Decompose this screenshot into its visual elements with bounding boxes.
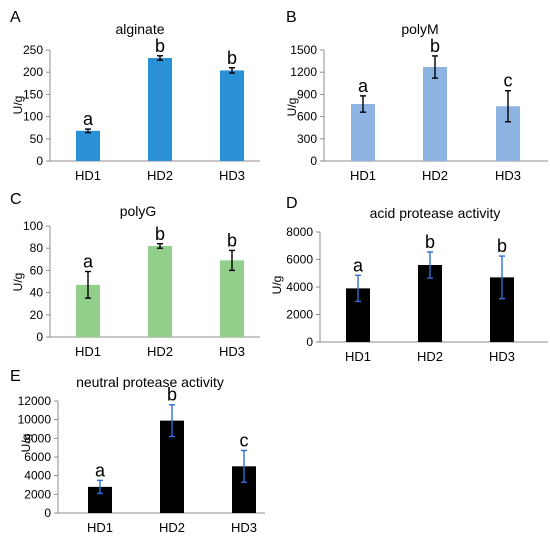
bar-hd1 xyxy=(351,104,375,161)
y-axis-label: U/g xyxy=(11,96,25,115)
x-tick-label: HD3 xyxy=(495,168,521,183)
y-tick-label: 100 xyxy=(23,110,43,124)
bar-hd1 xyxy=(76,130,100,161)
significance-letter: a xyxy=(358,76,369,96)
significance-letter: c xyxy=(504,71,513,91)
significance-letter: b xyxy=(497,236,507,256)
y-tick-label: 0 xyxy=(310,154,317,168)
y-tick-label: 0 xyxy=(36,330,43,344)
significance-letter: b xyxy=(425,232,435,252)
panel-letter: D xyxy=(286,195,298,212)
bar-hd2 xyxy=(423,67,447,161)
y-tick-label: 0 xyxy=(306,335,313,349)
y-tick-label: 300 xyxy=(297,132,317,146)
x-tick-label: HD2 xyxy=(147,168,173,183)
y-tick-label: 2000 xyxy=(24,487,51,501)
x-tick-label: HD2 xyxy=(417,349,443,364)
chart-title: acid protease activity xyxy=(370,205,501,221)
panel-letter: B xyxy=(286,9,297,26)
panel-letter: E xyxy=(10,368,21,385)
y-axis-label: U/g xyxy=(19,434,33,453)
y-tick-label: 50 xyxy=(30,132,44,146)
significance-letter: b xyxy=(155,36,165,56)
y-tick-label: 600 xyxy=(297,110,317,124)
x-tick-label: HD1 xyxy=(75,168,101,183)
y-tick-label: 1200 xyxy=(290,65,317,79)
bar-hd3 xyxy=(220,70,244,161)
y-axis-label: U/g xyxy=(270,276,284,295)
bar-hd2 xyxy=(148,245,172,337)
y-tick-label: 200 xyxy=(23,65,43,79)
panel-letter: C xyxy=(10,191,22,208)
bar-hd3 xyxy=(220,260,244,337)
y-tick-label: 8000 xyxy=(286,225,313,239)
x-tick-label: HD1 xyxy=(345,349,371,364)
y-tick-label: 100 xyxy=(23,219,43,233)
x-tick-label: HD1 xyxy=(350,168,376,183)
y-tick-label: 0 xyxy=(44,506,51,520)
significance-letter: a xyxy=(95,460,106,480)
chart-title: polyM xyxy=(401,21,438,37)
y-tick-label: 12000 xyxy=(18,394,52,408)
x-tick-label: HD1 xyxy=(87,520,113,535)
y-tick-label: 900 xyxy=(297,87,317,101)
significance-letter: b xyxy=(227,48,237,68)
y-tick-label: 6000 xyxy=(24,450,51,464)
x-tick-label: HD2 xyxy=(147,344,173,359)
x-tick-label: HD3 xyxy=(489,349,515,364)
significance-letter: b xyxy=(227,230,237,250)
y-tick-label: 10000 xyxy=(18,413,52,427)
chart-title: polyG xyxy=(120,203,157,219)
y-tick-label: 60 xyxy=(30,263,44,277)
significance-letter: a xyxy=(83,252,94,272)
x-tick-label: HD2 xyxy=(159,520,185,535)
significance-letter: c xyxy=(240,430,249,450)
significance-letter: a xyxy=(83,109,94,129)
y-tick-label: 4000 xyxy=(24,469,51,483)
y-tick-label: 2000 xyxy=(286,308,313,322)
y-tick-label: 250 xyxy=(23,43,43,57)
significance-letter: b xyxy=(430,36,440,56)
y-tick-label: 80 xyxy=(30,241,44,255)
y-tick-label: 6000 xyxy=(286,253,313,267)
chart-title: neutral protease activity xyxy=(76,374,224,390)
chart-title: alginate xyxy=(115,21,164,37)
x-tick-label: HD3 xyxy=(219,344,245,359)
x-tick-label: HD1 xyxy=(75,344,101,359)
y-tick-label: 8000 xyxy=(24,431,51,445)
y-tick-label: 1500 xyxy=(290,43,317,57)
y-tick-label: 150 xyxy=(23,87,43,101)
y-axis-label: U/g xyxy=(11,273,25,292)
y-axis-label: U/g xyxy=(285,98,299,117)
significance-letter: a xyxy=(353,255,364,275)
y-tick-label: 40 xyxy=(30,286,44,300)
y-tick-label: 0 xyxy=(36,154,43,168)
x-tick-label: HD2 xyxy=(422,168,448,183)
y-tick-label: 20 xyxy=(30,308,44,322)
significance-letter: b xyxy=(167,385,177,405)
panel-letter: A xyxy=(10,9,21,26)
y-tick-label: 4000 xyxy=(286,280,313,294)
x-tick-label: HD3 xyxy=(231,520,257,535)
significance-letter: b xyxy=(155,224,165,244)
bar-hd2 xyxy=(148,57,172,161)
x-tick-label: HD3 xyxy=(219,168,245,183)
